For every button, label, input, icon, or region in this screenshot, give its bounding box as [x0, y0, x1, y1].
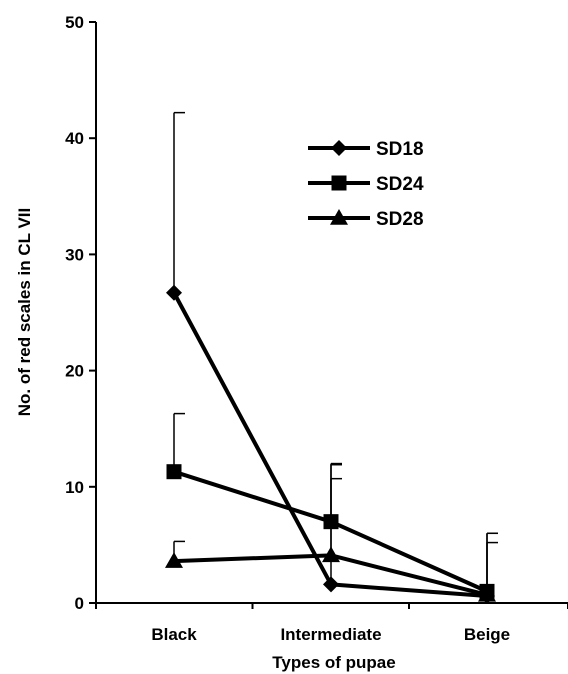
legend-marker — [331, 175, 347, 191]
legend-item-sd18: SD18 — [308, 139, 424, 160]
x-tick-label: Intermediate — [280, 625, 381, 644]
x-tick-label: Beige — [464, 625, 510, 644]
x-ticks: Black Intermediate Beige — [95, 603, 568, 644]
y-tick-label: 30 — [65, 245, 84, 264]
y-tick-label: 50 — [65, 13, 84, 32]
data-point — [166, 284, 182, 301]
legend-label: SD18 — [376, 139, 424, 160]
axes — [95, 22, 568, 604]
y-tick-label: 0 — [75, 594, 84, 613]
y-axis-title: No. of red scales in CL VII — [15, 208, 34, 416]
legend: SD18 SD24 SD28 — [308, 139, 424, 230]
y-tick-label: 20 — [65, 362, 84, 381]
y-ticks: 0 10 20 30 40 50 — [65, 13, 96, 613]
legend-marker — [331, 140, 347, 156]
legend-item-sd24: SD24 — [308, 174, 424, 195]
data-point — [165, 552, 183, 568]
series-layer — [165, 111, 498, 605]
data-point — [322, 546, 340, 563]
data-point — [323, 576, 339, 593]
legend-marker — [330, 209, 348, 225]
x-tick-label: Black — [151, 625, 197, 644]
legend-label: SD24 — [376, 174, 424, 195]
data-point — [478, 585, 496, 602]
series-sd28 — [165, 477, 498, 602]
legend-label: SD28 — [376, 209, 424, 230]
y-tick-label: 10 — [65, 478, 84, 497]
legend-item-sd28: SD28 — [308, 209, 424, 230]
data-point — [166, 464, 182, 480]
y-tick-label: 40 — [65, 129, 84, 148]
x-axis-title: Types of pupae — [272, 653, 395, 672]
series-sd24 — [166, 412, 498, 599]
